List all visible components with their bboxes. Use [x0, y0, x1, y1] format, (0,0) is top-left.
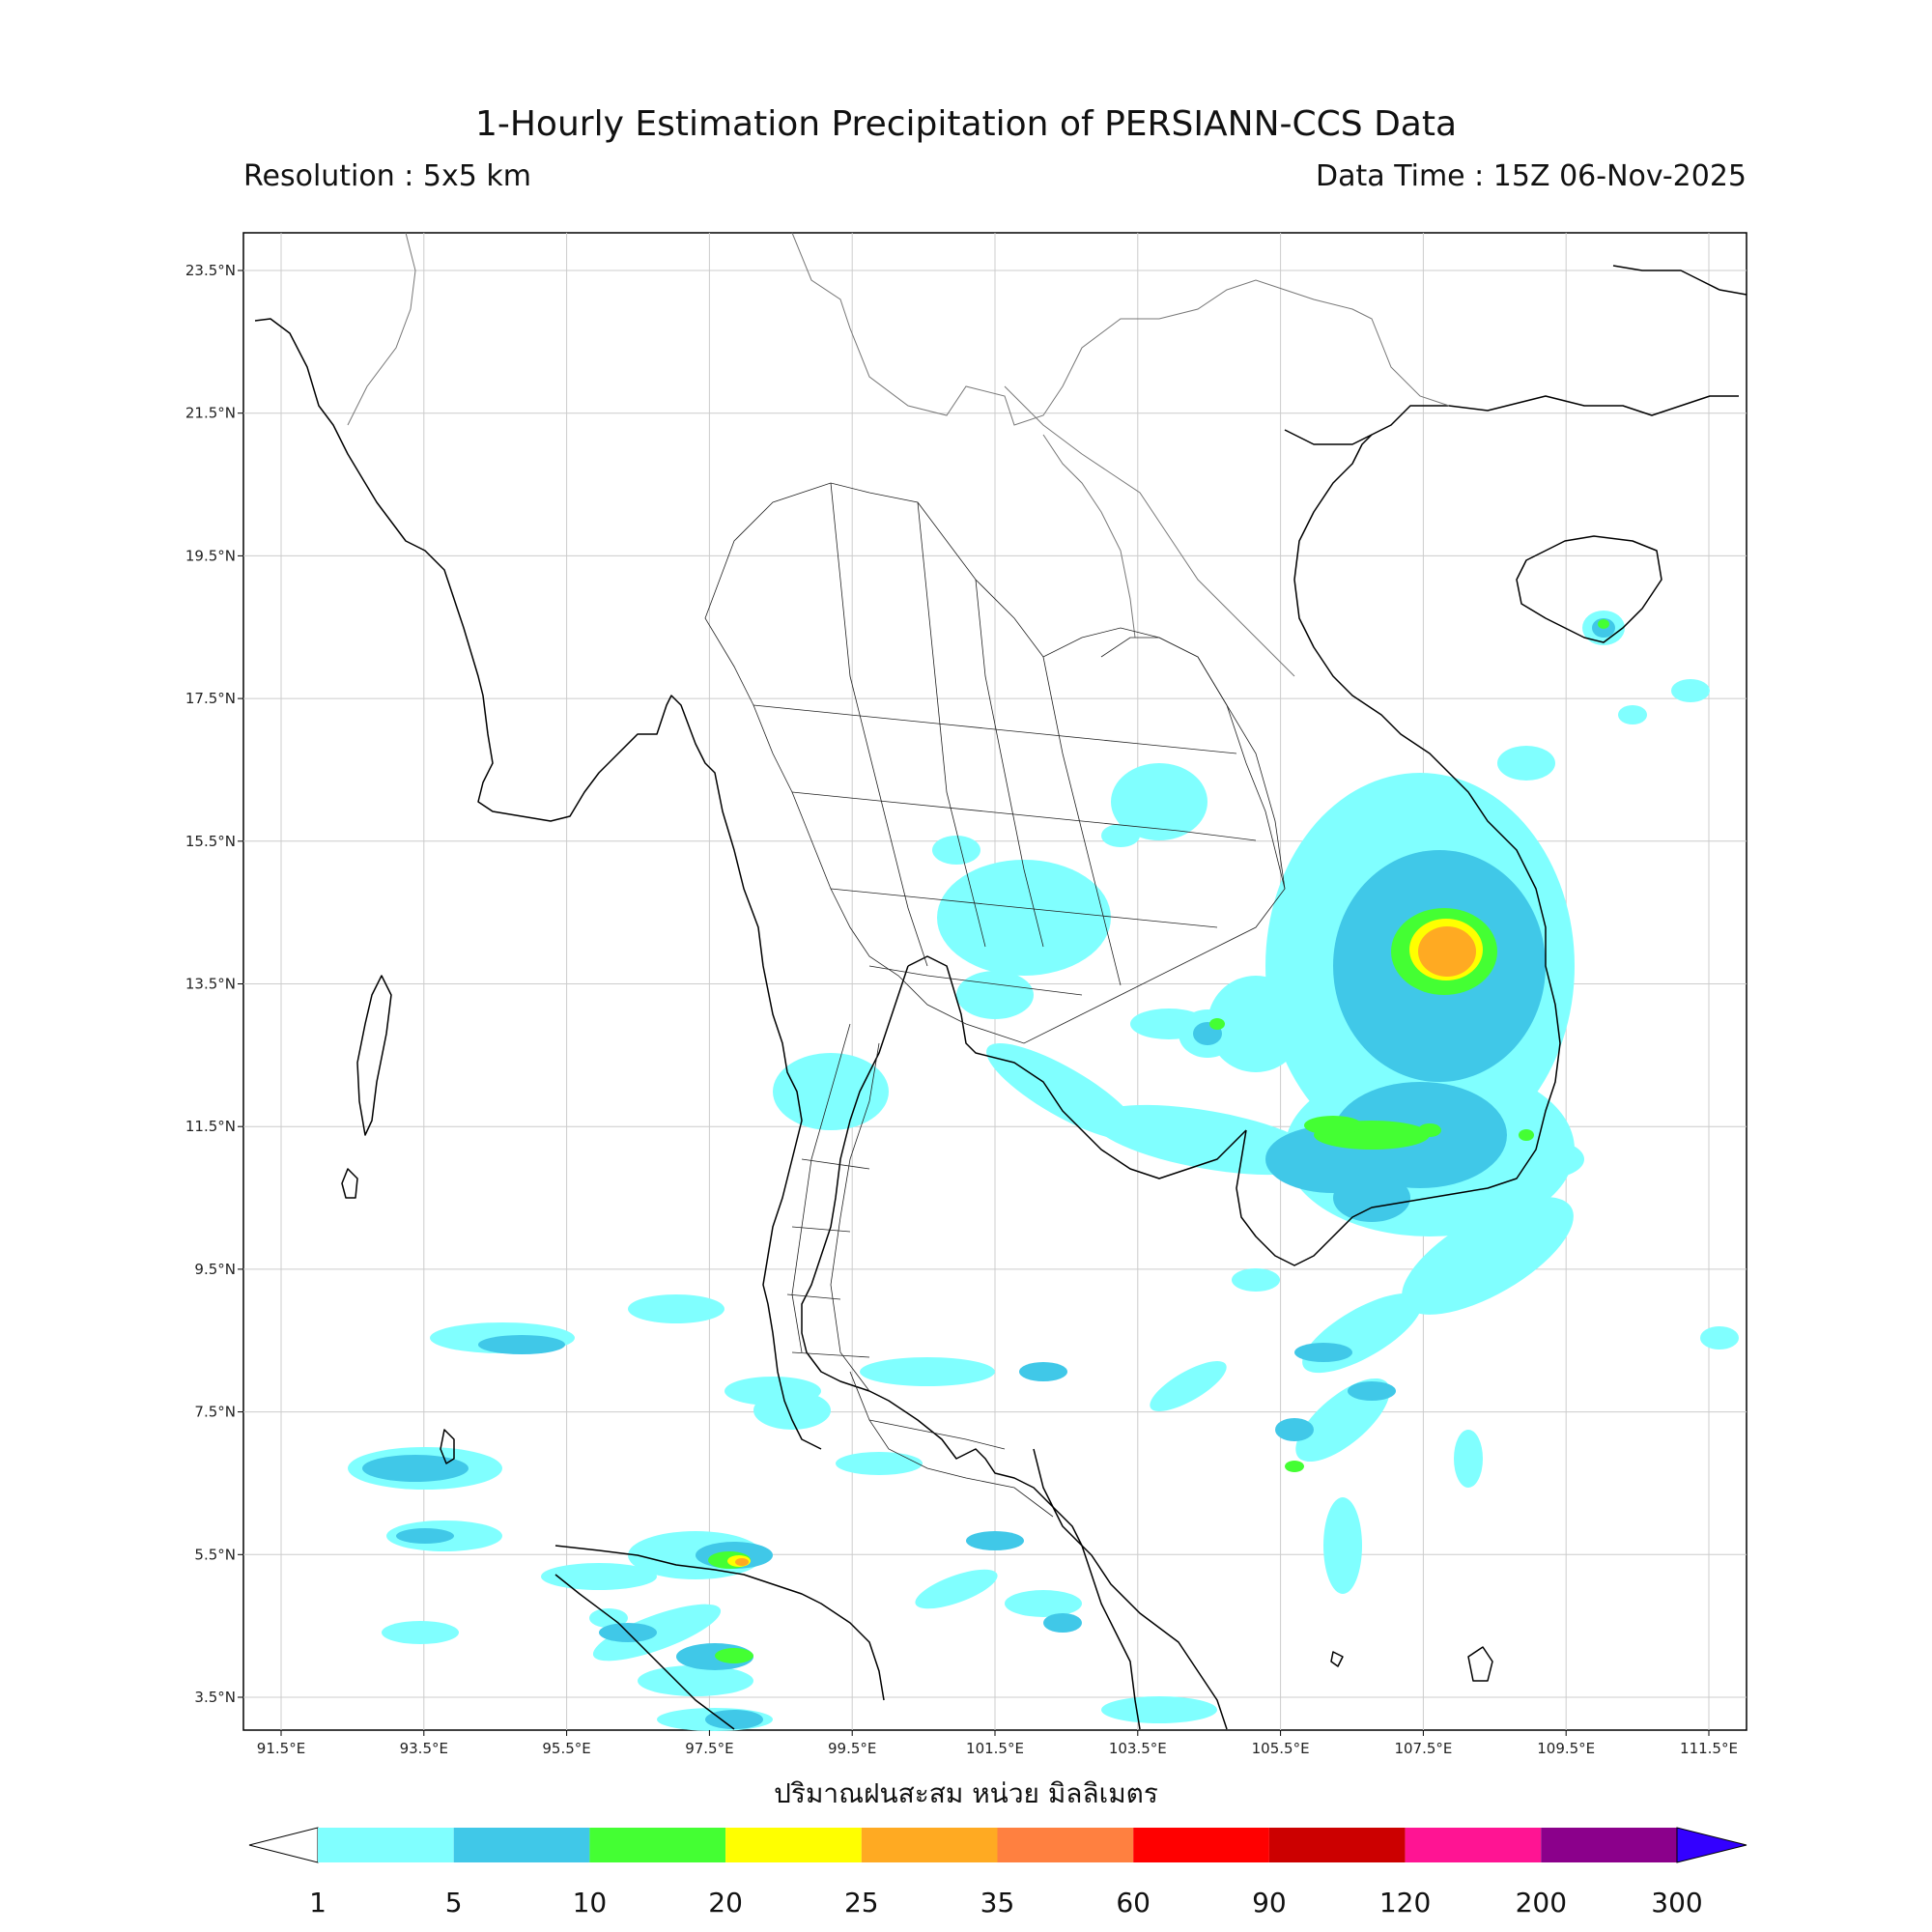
- colorbar-label: 35: [980, 1887, 1015, 1918]
- lat-tick-label: 7.5°N: [194, 1404, 236, 1421]
- lat-tick-label: 21.5°N: [185, 405, 236, 422]
- rain-patches: [348, 611, 1739, 1731]
- colorbar-swatch: [1541, 1828, 1677, 1862]
- colorbar-label: 90: [1252, 1887, 1287, 1918]
- lon-tick-label: 99.5°E: [828, 1740, 876, 1757]
- colorbar: [248, 1827, 1747, 1863]
- axis-ticks: 91.5°E 93.5°E 95.5°E 97.5°E 99.5°E 101.5°E 103…: [185, 262, 1738, 1757]
- lat-tick-label: 19.5°N: [185, 547, 236, 564]
- colorbar-label: 120: [1378, 1887, 1432, 1918]
- colorbar-swatch: [453, 1828, 590, 1862]
- thailand-provinces: [704, 482, 1286, 1518]
- lat-tick-label: 15.5°N: [185, 833, 236, 850]
- lat-tick-label: 9.5°N: [194, 1261, 236, 1278]
- map-title: 1-Hourly Estimation Precipitation of PER…: [474, 104, 1458, 144]
- colorbar-label: 300: [1651, 1887, 1703, 1918]
- lat-tick-label: 3.5°N: [194, 1689, 236, 1706]
- colorbar-swatch: [1133, 1828, 1269, 1862]
- colorbar-swatch: [1405, 1828, 1542, 1862]
- lat-tick-label: 11.5°N: [185, 1118, 236, 1135]
- coastlines: [254, 265, 1747, 1730]
- lat-tick-label: 17.5°N: [185, 690, 236, 707]
- lon-tick-label: 105.5°E: [1252, 1740, 1310, 1757]
- lon-tick-label: 107.5°E: [1394, 1740, 1452, 1757]
- colorbar-label: 1: [309, 1887, 327, 1918]
- lat-tick-label: 23.5°N: [185, 262, 236, 279]
- colorbar-swatch: [861, 1828, 998, 1862]
- unit-label: ปริมาณฝนสะสม หน่วย มิลลิเมตร: [774, 1777, 1158, 1809]
- colorbar-label: 25: [843, 1887, 879, 1918]
- lon-tick-label: 97.5°E: [685, 1740, 733, 1757]
- colorbar-under-arrow: [248, 1827, 319, 1863]
- resolution-label: Resolution : 5x5 km: [243, 159, 531, 193]
- colorbar-label: 10: [572, 1887, 608, 1918]
- colorbar-label: 200: [1515, 1887, 1568, 1918]
- lat-tick-label: 13.5°N: [185, 976, 236, 993]
- colorbar-swatch: [318, 1828, 454, 1862]
- lon-tick-label: 109.5°E: [1537, 1740, 1595, 1757]
- colorbar-swatch: [997, 1828, 1134, 1862]
- lon-tick-label: 93.5°E: [400, 1740, 448, 1757]
- lon-tick-label: 111.5°E: [1680, 1740, 1738, 1757]
- lon-tick-label: 95.5°E: [542, 1740, 590, 1757]
- borders: [347, 232, 1450, 677]
- lon-tick-label: 103.5°E: [1109, 1740, 1167, 1757]
- colorbar-swatch: [1268, 1828, 1406, 1862]
- colorbar-over-arrow: [1676, 1827, 1747, 1863]
- colorbar-label: 5: [444, 1887, 463, 1918]
- lon-tick-label: 91.5°E: [257, 1740, 305, 1757]
- data-time-label: Data Time : 15Z 06-Nov-2025: [1316, 159, 1747, 193]
- colorbar-label: 20: [708, 1887, 743, 1918]
- colorbar-swatch: [725, 1828, 862, 1862]
- colorbar-swatch: [589, 1828, 726, 1862]
- lat-tick-label: 5.5°N: [194, 1546, 236, 1563]
- colorbar-label: 60: [1116, 1887, 1151, 1918]
- lon-tick-label: 101.5°E: [966, 1740, 1024, 1757]
